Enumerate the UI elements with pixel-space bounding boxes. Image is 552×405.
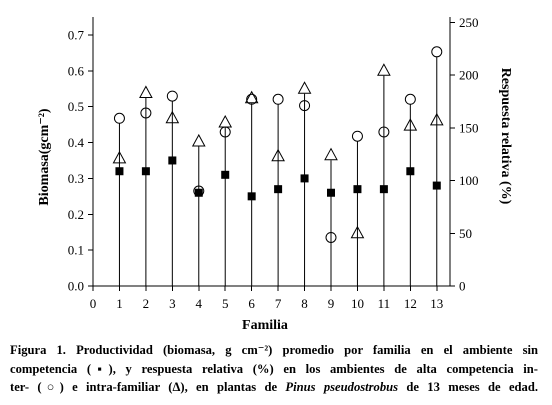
x-tick-label: 9 — [328, 296, 335, 311]
chart: 0.00.10.20.30.40.50.60.7 050100150200250… — [37, 15, 513, 333]
data-markers — [112, 46, 444, 243]
x-tick-label: 4 — [196, 296, 203, 311]
y-axis-title: Biomasa(gcm⁻²) — [37, 108, 52, 205]
open-triangle-marker-family-10 — [350, 225, 365, 239]
right-y-tick-label: 150 — [459, 120, 479, 135]
left-y-tick-label: 0.7 — [68, 27, 85, 42]
left-y-ticks: 0.0 0.1 0.2 0.3 0.4 0.5 0.6 0.7 — [68, 27, 93, 294]
open-triangle-marker-family-4 — [191, 133, 206, 147]
x-axis-title: Familia — [242, 318, 288, 333]
open-circle-marker-family-11 — [378, 126, 390, 138]
open-triangle-marker-family-1 — [112, 150, 127, 164]
open-circle-marker-family-3 — [166, 90, 178, 102]
open-triangle-marker-family-11 — [377, 63, 391, 76]
plot-axes — [92, 17, 451, 287]
open-triangle-marker-family-12 — [403, 118, 418, 131]
x-tick-label: 10 — [351, 296, 364, 311]
x-tick-label: 13 — [430, 296, 443, 311]
y2-axis-title: Respuesta relativa (%) — [498, 68, 513, 205]
right-y-tick-label: 100 — [459, 173, 479, 188]
filled-square-marker-family-10 — [353, 185, 362, 194]
caption-line-1: Figura 1. Productividad (biomasa, g cm⁻²… — [10, 343, 538, 357]
x-tick-label: 5 — [222, 296, 229, 311]
left-y-tick-label: 0.4 — [68, 135, 85, 150]
open-triangle-marker-family-13 — [429, 112, 444, 126]
filled-square-marker-family-12 — [406, 167, 415, 176]
x-ticks: 0 1 2 3 4 5 6 7 8 9 10 11 12 13 — [90, 286, 443, 311]
left-y-tick-label: 0.5 — [68, 99, 84, 114]
open-circle-marker-family-8 — [299, 100, 311, 112]
filled-square-marker-family-4 — [194, 188, 203, 197]
right-y-tick-label: 0 — [459, 279, 466, 294]
x-tick-label: 11 — [378, 296, 391, 311]
caption-line-3-start: ter- (○) e intra-familiar (Δ), en planta… — [10, 380, 286, 394]
filled-square-marker-family-5 — [221, 170, 230, 179]
x-tick-label: 7 — [275, 296, 282, 311]
right-y-tick-label: 250 — [459, 15, 479, 30]
left-y-tick-label: 0.2 — [68, 207, 84, 222]
open-triangle-marker-family-5 — [218, 114, 233, 128]
caption-line-3-end: de 13 meses de edad. — [398, 380, 538, 394]
figure-caption: Figura 1. Productividad (biomasa, g cm⁻²… — [10, 341, 538, 397]
left-y-tick-label: 0.3 — [68, 171, 84, 186]
open-circle-marker-family-9 — [325, 231, 337, 243]
filled-square-marker-family-13 — [432, 181, 441, 190]
right-y-tick-label: 200 — [459, 68, 479, 83]
x-tick-label: 8 — [301, 296, 308, 311]
open-circle-marker-family-2 — [140, 107, 152, 119]
open-triangle-marker-family-9 — [324, 147, 338, 161]
open-circle-marker-family-12 — [404, 93, 416, 105]
x-tick-label: 12 — [404, 296, 417, 311]
x-tick-label: 6 — [248, 296, 255, 311]
drop-lines — [118, 56, 438, 286]
left-y-tick-label: 0.1 — [68, 243, 84, 258]
open-circle-marker-family-10 — [351, 130, 363, 142]
open-circle-marker-family-6 — [246, 93, 258, 105]
filled-square-marker-family-6 — [247, 192, 256, 201]
filled-square-marker-family-1 — [115, 167, 124, 176]
x-tick-label: 0 — [90, 296, 97, 311]
filled-square-marker-family-9 — [327, 188, 335, 197]
open-circle-marker-family-13 — [431, 46, 443, 58]
open-triangle-marker-family-8 — [297, 81, 312, 94]
open-circle-marker-family-7 — [272, 93, 284, 105]
filled-square-marker-family-8 — [300, 174, 309, 183]
left-y-tick-label: 0.6 — [68, 63, 85, 78]
open-triangle-marker-family-7 — [271, 148, 285, 162]
open-circle-marker-family-1 — [113, 112, 125, 124]
filled-square-marker-family-2 — [141, 167, 150, 176]
x-tick-label: 1 — [116, 296, 123, 311]
open-triangle-marker-family-2 — [139, 85, 153, 98]
caption-line-2: competencia (▪), y respuesta relativa (%… — [10, 361, 538, 376]
x-tick-label: 3 — [169, 296, 176, 311]
open-triangle-marker-family-3 — [165, 110, 180, 124]
caption-species-name: Pinus pseudostrobus — [285, 380, 399, 394]
filled-square-marker-family-7 — [274, 185, 283, 194]
open-triangle-marker-family-6 — [244, 90, 259, 104]
filled-square-marker-family-11 — [379, 185, 388, 194]
filled-square-marker-family-3 — [168, 156, 177, 165]
x-tick-label: 2 — [143, 296, 150, 311]
right-y-ticks: 0 50 100 150 200 250 — [450, 15, 479, 294]
right-y-tick-label: 50 — [459, 226, 472, 241]
caption-line-3: ter- (○) e intra-familiar (Δ), en planta… — [10, 378, 538, 397]
left-y-tick-label: 0.0 — [68, 279, 84, 294]
open-circle-marker-family-5 — [219, 126, 231, 138]
